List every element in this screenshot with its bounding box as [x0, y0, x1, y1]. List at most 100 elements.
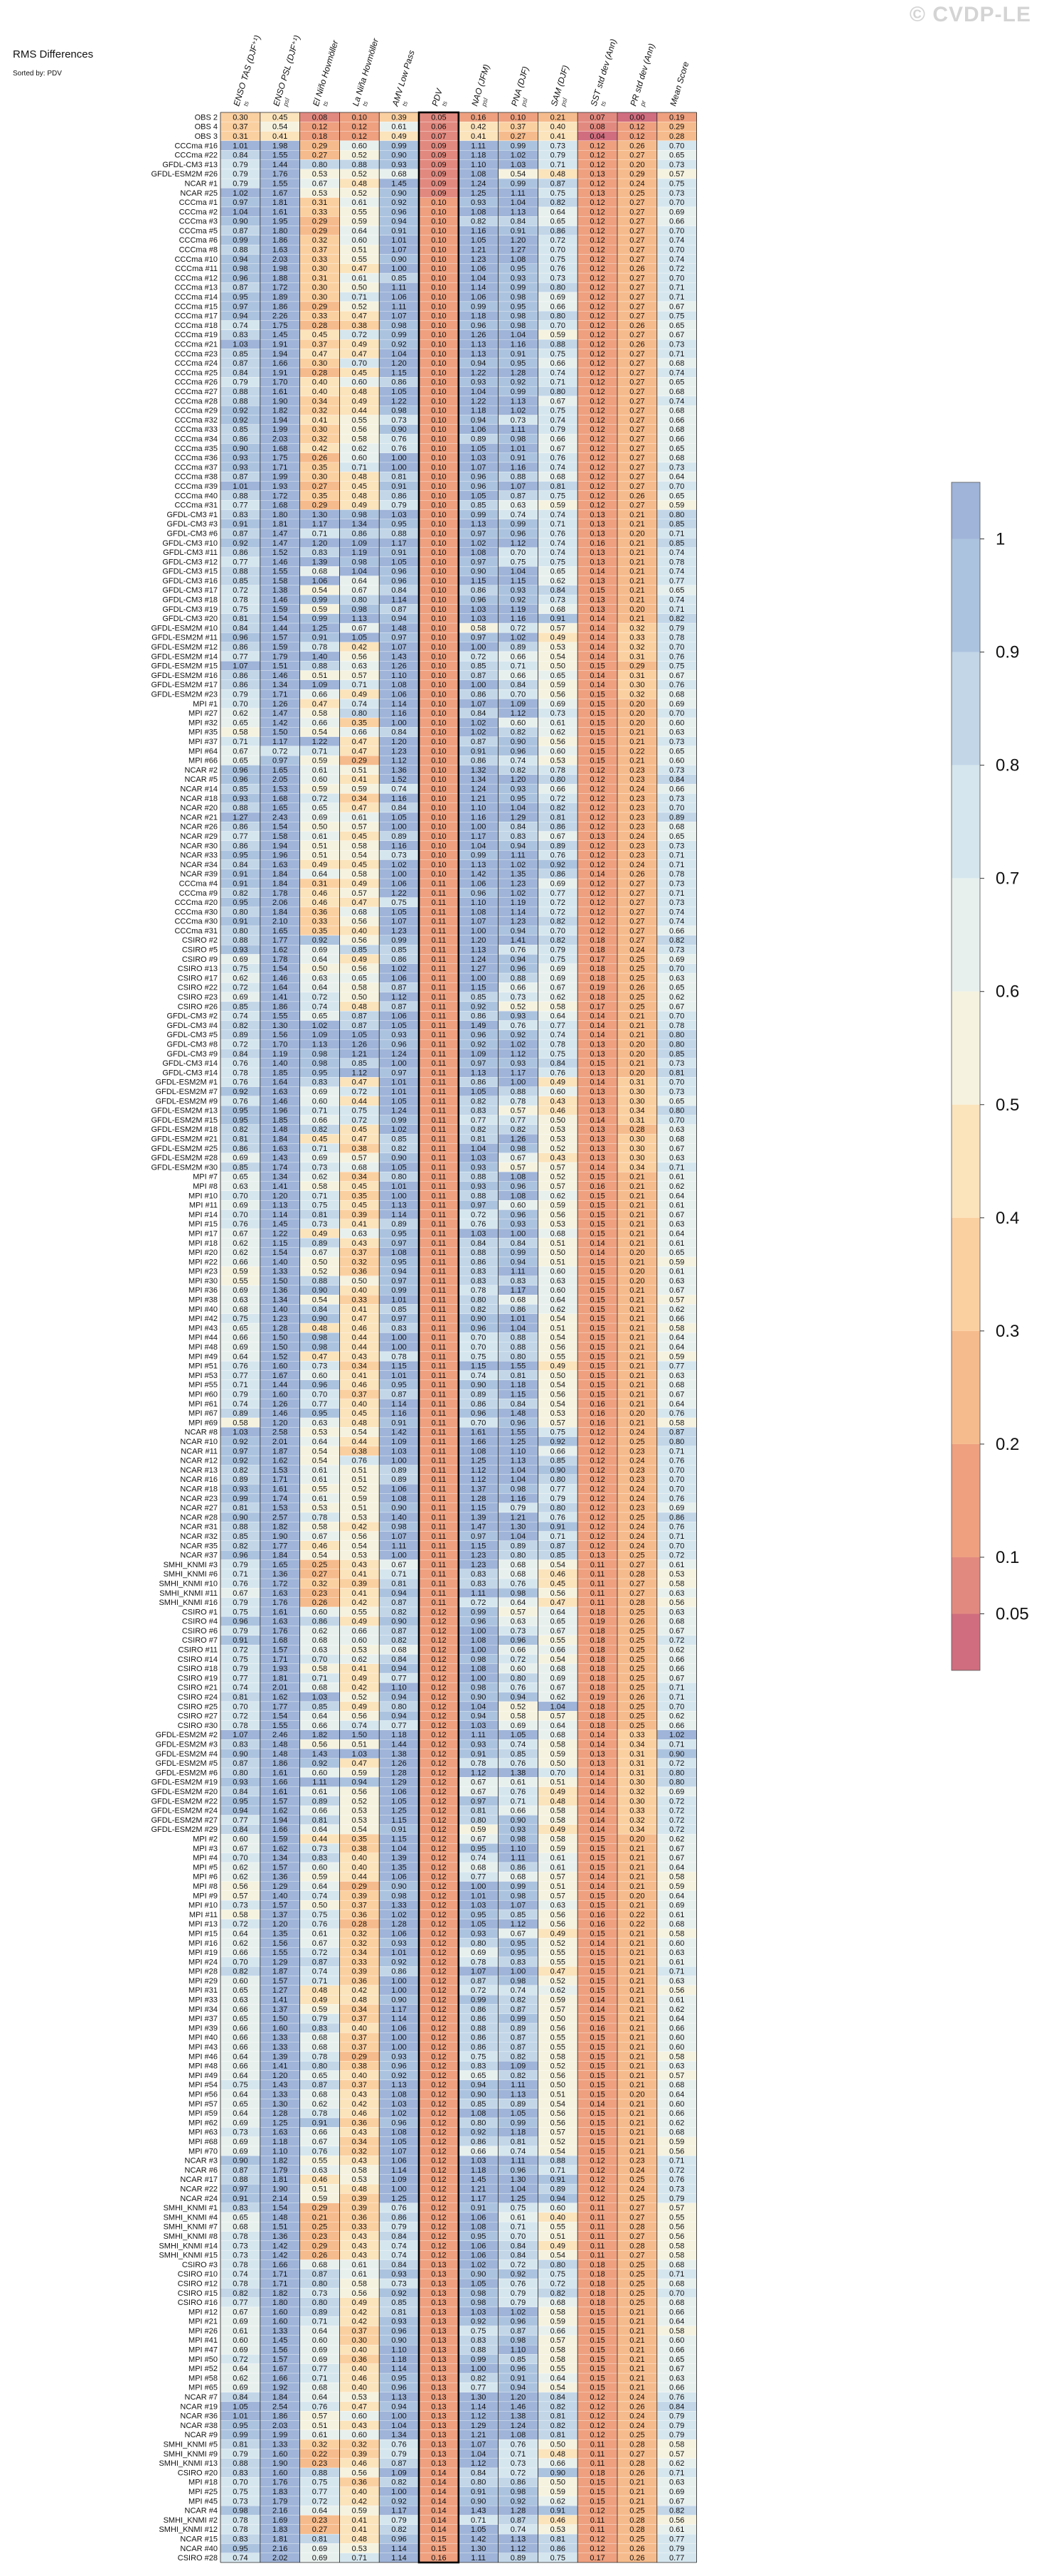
cell-value: 0.62 [550, 1305, 565, 1314]
cell-value: 0.88 [511, 974, 526, 982]
cell-value: 0.74 [550, 416, 565, 425]
cell-value: 0.65 [233, 757, 247, 765]
cell-value: 0.64 [312, 870, 327, 879]
cell-value: 0.64 [233, 1352, 247, 1361]
cell-value: 0.63 [669, 1125, 684, 1134]
cell-value: 0.75 [550, 189, 565, 198]
cell-value: 0.64 [669, 1229, 684, 1238]
cell-value: 1.45 [391, 179, 406, 188]
cell-value: 0.98 [233, 265, 247, 273]
cell-value: 1.09 [391, 1438, 406, 1446]
cell-value: 0.92 [391, 198, 406, 207]
cell-value: 1.06 [391, 974, 406, 982]
cell-value: 0.91 [233, 870, 247, 879]
cell-value: 0.76 [352, 1457, 367, 1465]
cell-value: 0.89 [391, 1466, 406, 1475]
cell-value: 1.54 [272, 615, 287, 623]
cell-value: 0.52 [352, 1485, 367, 1493]
cell-value: 1.80 [272, 511, 287, 519]
cell-value: 1.00 [391, 463, 406, 472]
cell-value: 0.56 [550, 691, 565, 699]
cell-value: 0.10 [431, 539, 446, 548]
cell-value: 0.92 [511, 596, 526, 605]
cell-value: 0.77 [669, 577, 684, 585]
cell-value: 0.74 [550, 539, 565, 548]
cell-value: 1.81 [272, 520, 287, 529]
cell-value: 0.66 [233, 1334, 247, 1342]
cell-value: 1.17 [312, 520, 327, 529]
cell-value: 0.18 [590, 936, 604, 945]
cell-value: 0.76 [669, 1495, 684, 1503]
cell-value: 0.53 [550, 1125, 565, 1134]
cell-value: 0.11 [432, 1163, 447, 1172]
cell-value: 0.71 [669, 529, 684, 538]
cell-value: 0.49 [352, 502, 367, 510]
cell-value: 0.12 [590, 142, 604, 150]
cell-value: 1.03 [471, 615, 486, 623]
cell-value: 0.46 [550, 1570, 565, 1579]
cell-value: 0.70 [669, 142, 684, 150]
cell-value: 0.51 [550, 1324, 565, 1332]
cell-value: 0.85 [669, 1050, 684, 1059]
cell-value: 1.26 [391, 662, 406, 671]
cell-value: 0.27 [629, 502, 644, 510]
cell-value: 1.28 [511, 369, 526, 377]
cell-value: 1.23 [272, 1315, 287, 1323]
cell-value: 0.10 [431, 502, 446, 510]
cell-value: 0.98 [352, 605, 367, 614]
cell-value: 0.78 [669, 1022, 684, 1030]
cell-value: 0.69 [669, 208, 684, 216]
cell-value: 0.48 [352, 473, 367, 482]
cell-value: 0.94 [511, 1258, 526, 1266]
cell-value: 0.74 [669, 548, 684, 557]
cell-value: 0.11 [432, 1372, 447, 1380]
cell-value: 0.12 [590, 274, 604, 282]
cell-value: 0.88 [312, 662, 327, 671]
cell-value: 0.52 [352, 302, 367, 311]
cell-value: 1.12 [511, 1050, 526, 1059]
cell-value: 1.06 [471, 425, 486, 434]
cell-value: 0.53 [312, 1429, 327, 1437]
cell-value: 0.82 [669, 936, 684, 945]
cell-value: 0.91 [233, 520, 247, 529]
cell-value: 0.11 [432, 1324, 447, 1332]
cell-value: 0.85 [233, 577, 247, 585]
cell-value: 1.06 [391, 1012, 406, 1021]
cell-value: 0.75 [233, 605, 247, 614]
cell-value: 0.27 [629, 293, 644, 302]
cell-value: 0.78 [233, 596, 247, 605]
cell-value: 0.98 [511, 1485, 526, 1493]
cell-value: 0.87 [233, 284, 247, 292]
cell-value: 0.21 [629, 1400, 644, 1409]
cell-value: 0.21 [629, 615, 644, 623]
cell-value: 0.49 [352, 691, 367, 699]
cell-value: 0.99 [391, 936, 406, 945]
cell-value: 0.15 [590, 1286, 604, 1295]
cell-value: 0.74 [669, 397, 684, 406]
cell-value: 0.45 [312, 331, 327, 339]
cell-value: 0.89 [233, 1475, 247, 1484]
cell-value: 1.84 [272, 879, 287, 888]
cell-value: 0.13 [590, 1145, 604, 1153]
cell-value: 0.12 [590, 1495, 604, 1503]
cell-value: 0.37 [312, 246, 327, 255]
cell-value: 0.35 [352, 1192, 367, 1200]
cell-value: 0.11 [432, 1457, 447, 1465]
cell-value: 0.71 [669, 1447, 684, 1456]
cell-value: 0.75 [550, 255, 565, 264]
cell-value: 1.34 [272, 1173, 287, 1182]
cell-value: 0.13 [590, 529, 604, 538]
cell-value: 0.20 [629, 1050, 644, 1059]
cell-value: 0.71 [391, 1570, 406, 1579]
cell-value: 1.04 [391, 350, 406, 359]
cell-value: 0.12 [590, 804, 604, 812]
cell-value: 0.87 [511, 492, 526, 500]
cell-value: 0.29 [312, 218, 327, 226]
cell-value: 0.25 [629, 955, 644, 964]
cell-value: 1.10 [471, 899, 486, 907]
cell-value: 1.74 [272, 1495, 287, 1503]
cell-value: 0.73 [550, 596, 565, 605]
cell-value: 1.55 [272, 152, 287, 160]
cell-value: 0.58 [471, 624, 486, 632]
cell-value: 0.34 [352, 1362, 367, 1371]
